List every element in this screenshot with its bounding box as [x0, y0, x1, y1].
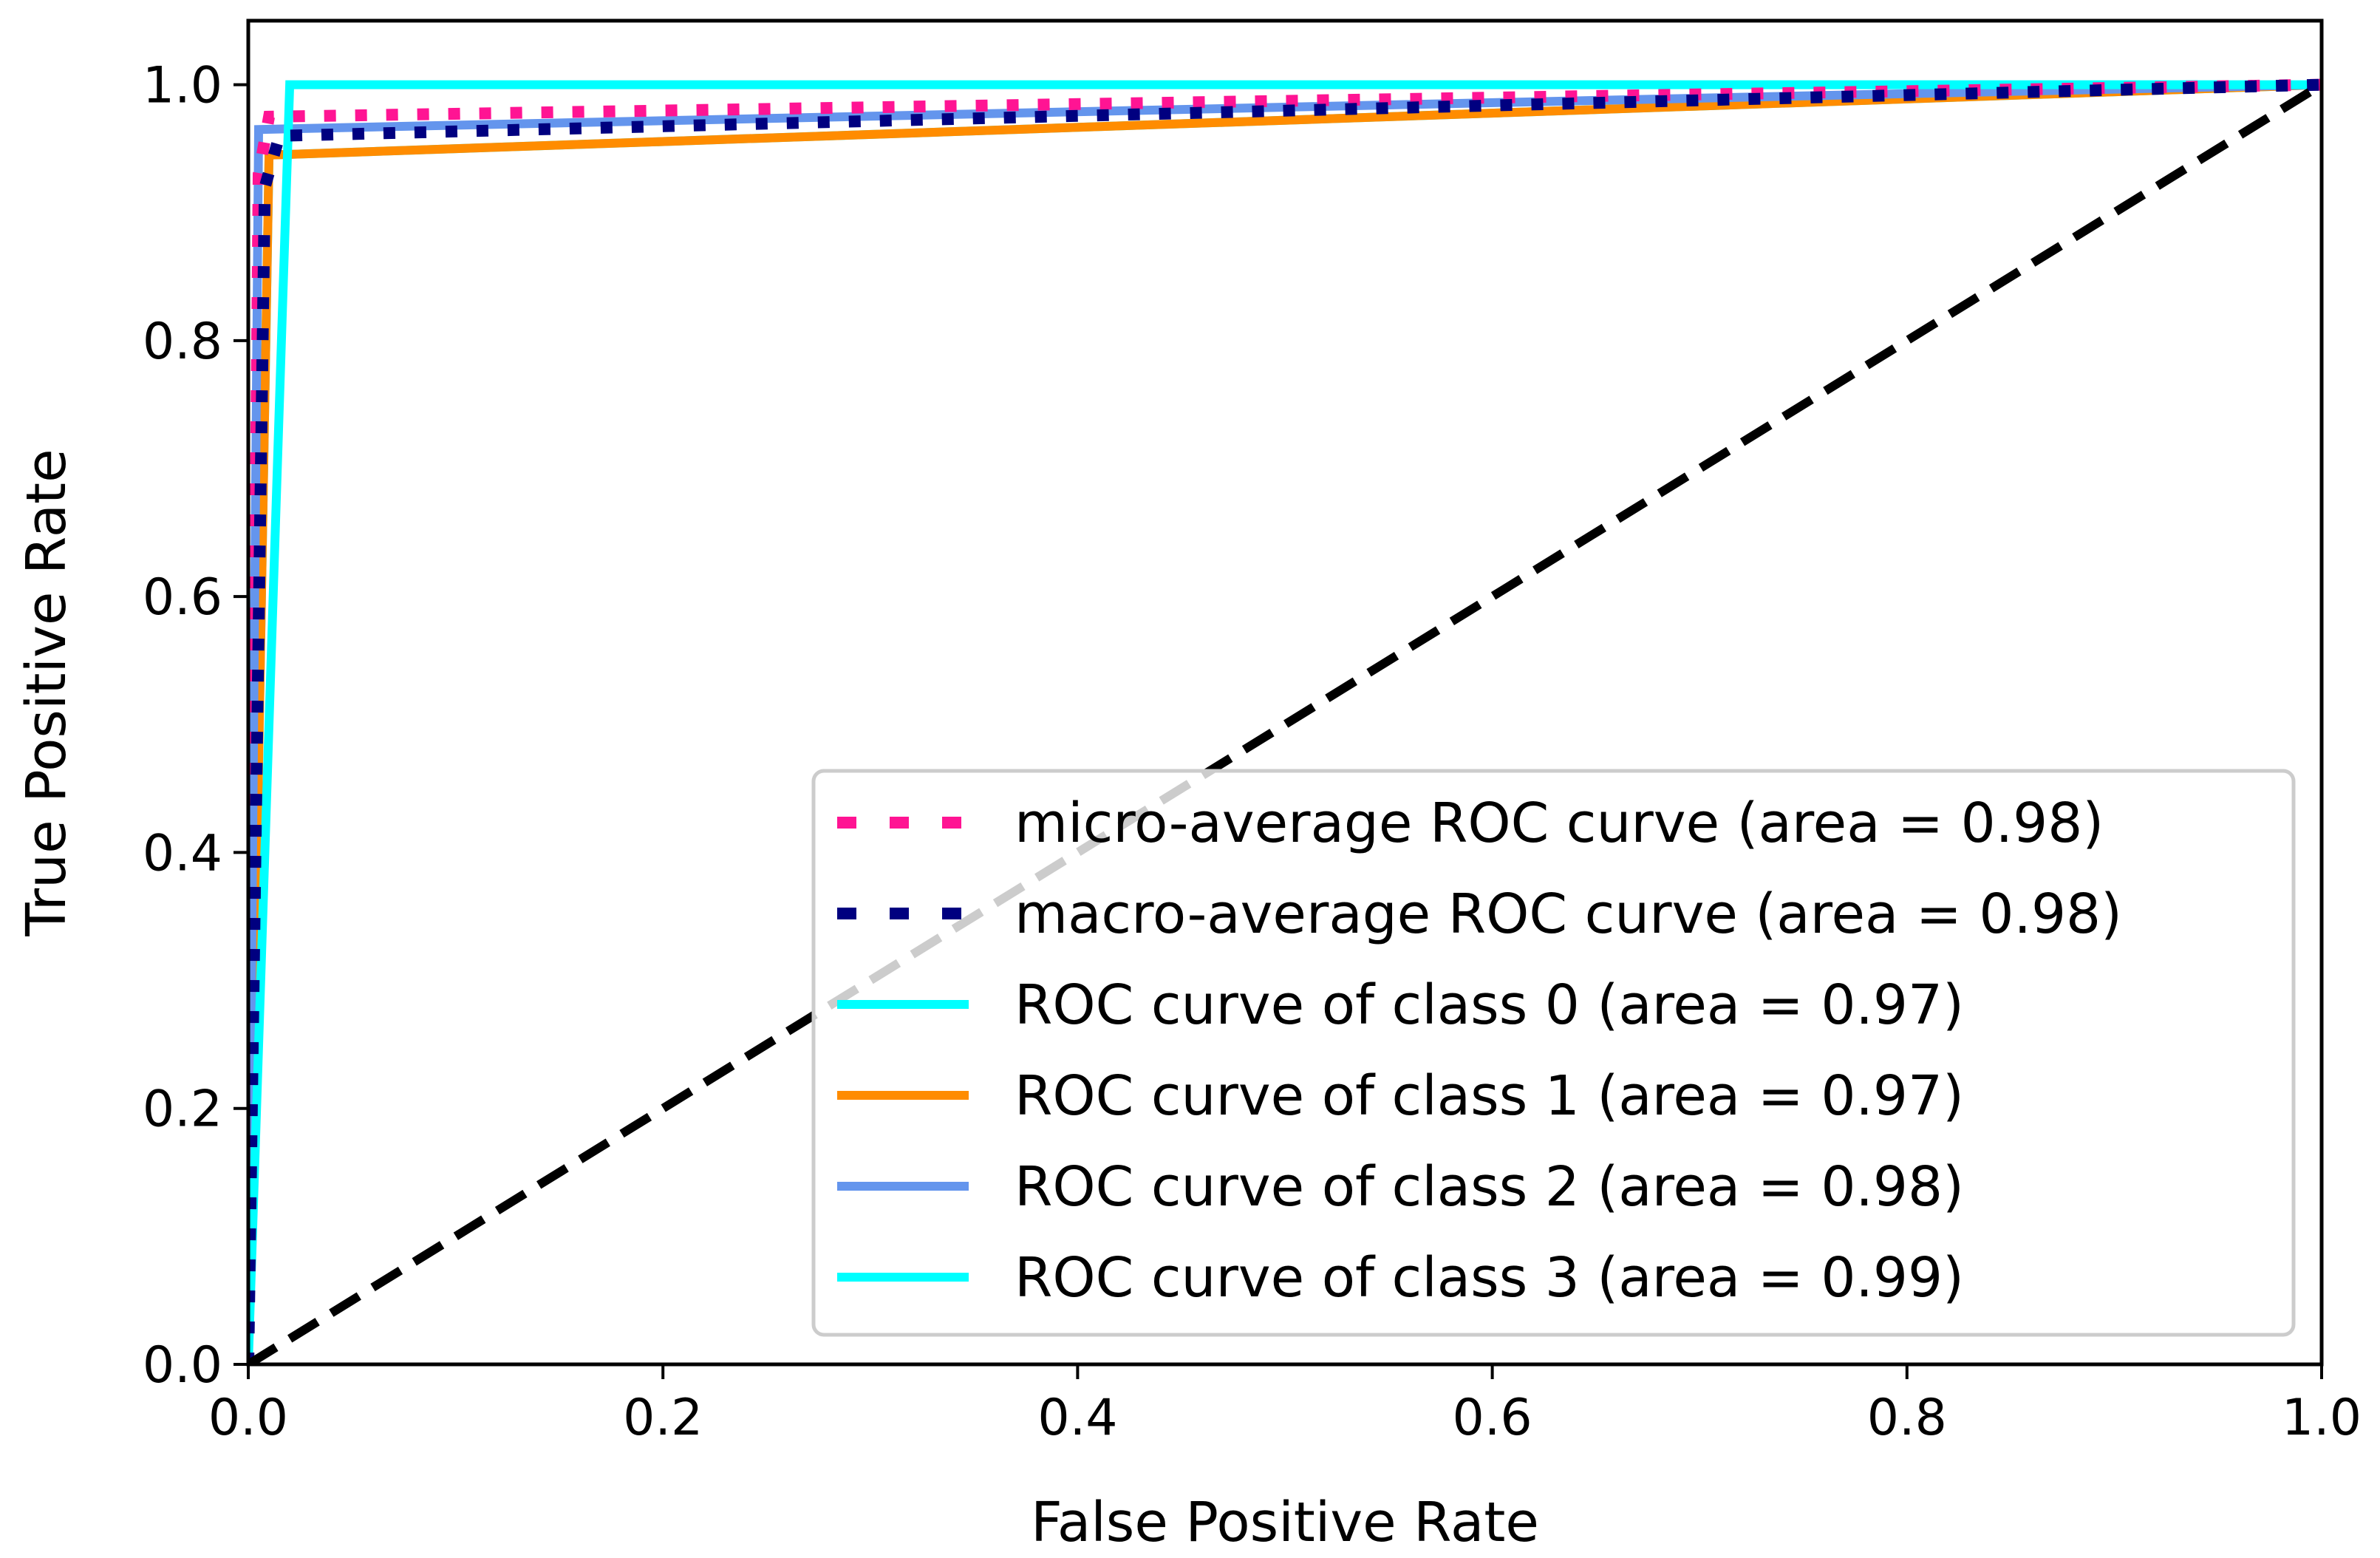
legend-label: ROC curve of class 1 (area = 0.97): [1015, 1064, 1964, 1128]
y-axis-label: True Positive Rate: [15, 449, 78, 936]
y-tick-label: 0.8: [143, 313, 222, 371]
legend-label: ROC curve of class 0 (area = 0.97): [1015, 973, 1964, 1037]
series-layer: [248, 78, 2322, 1364]
legend-label: micro-average ROC curve (area = 0.98): [1015, 792, 2104, 855]
y-tick-label: 0.6: [143, 568, 222, 627]
legend: micro-average ROC curve (area = 0.98) mac…: [811, 769, 2296, 1337]
legend-label: ROC curve of class 2 (area = 0.98): [1015, 1155, 1964, 1219]
x-tick-label: 0.8: [1867, 1389, 1947, 1447]
y-tick-label: 0.4: [143, 824, 222, 882]
x-tick-label: 1.0: [2282, 1389, 2362, 1447]
y-tick-label: 1.0: [143, 57, 222, 115]
x-axis-label: False Positive Rate: [1031, 1491, 1539, 1554]
y-tick-label: 0.2: [143, 1081, 222, 1139]
x-tick-label: 0.6: [1453, 1389, 1532, 1447]
y-tick-label: 0.0: [143, 1336, 222, 1395]
legend-label: ROC curve of class 3 (area = 0.99): [1015, 1246, 1964, 1310]
x-tick-label: 0.2: [623, 1389, 703, 1447]
legend-overlay: [811, 769, 2296, 1337]
axes: 0.0 0.2 0.4 0.6 0.8 1.0 0.0 0.2 0.4 0.6 0.8 1.0: [143, 57, 2362, 1447]
chance-diagonal-line: [248, 81, 2322, 1364]
x-tick-label: 0.0: [208, 1389, 288, 1447]
series-line-5: [248, 80, 2322, 1364]
x-tick-label: 0.4: [1037, 1389, 1117, 1447]
plot-frame: [246, 18, 2324, 1367]
legend-label: macro-average ROC curve (area = 0.98): [1015, 882, 2122, 946]
